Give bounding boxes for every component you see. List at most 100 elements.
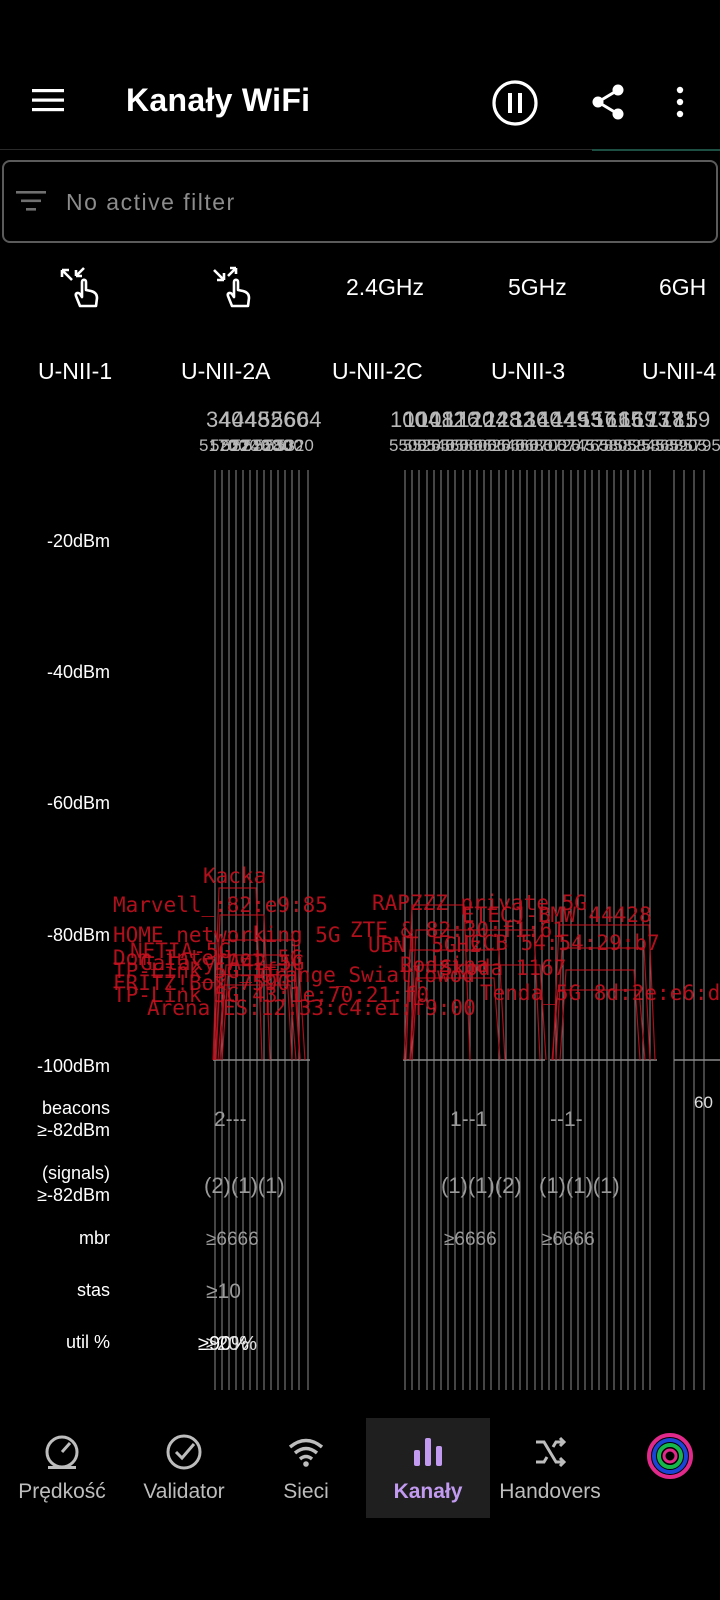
channel-frequency: 5885: [655, 436, 693, 455]
channel-number: 120: [458, 407, 495, 432]
filter-list-icon: [16, 191, 46, 211]
mbr-value: ≥6666: [206, 1229, 259, 1250]
filter-text: No active filter: [66, 189, 236, 215]
channel-number: 177: [647, 407, 684, 432]
filter-field[interactable]: No active filter: [2, 160, 718, 243]
channel-frequency: 5260: [243, 436, 281, 455]
channel-number: 116: [444, 407, 479, 432]
nav-item-validator[interactable]: Validator: [122, 1418, 246, 1518]
channel-frequency: 5540: [417, 436, 455, 455]
network-label: Arena ES:12:33:c4:e1:f9:00: [147, 996, 476, 1020]
nav-item-handovers[interactable]: Handovers: [488, 1418, 612, 1518]
nav-label: Validator: [143, 1480, 225, 1503]
nav-item-predkosc[interactable]: Prędkość: [0, 1418, 124, 1518]
channel-number: 60: [284, 407, 308, 432]
nav-label: Kanały: [393, 1480, 463, 1503]
channel-number: 140: [525, 407, 562, 432]
bottom-navigation: Prędkość Validator Sieci Kanały Handover…: [0, 1418, 720, 1518]
nav-item-app-logo[interactable]: [610, 1418, 720, 1518]
nav-item-sieci[interactable]: Sieci: [244, 1418, 368, 1518]
signals-count: (1)(1)(2): [441, 1173, 522, 1198]
band-group-unii-4[interactable]: U-NII-4: [642, 358, 717, 384]
network-signal-shape: [411, 964, 547, 1061]
channel-frequency: 5580: [445, 436, 483, 455]
channel-number: 64: [297, 407, 321, 432]
network-label: UBNT 5GHz: [368, 933, 482, 957]
network-signal-shape: [214, 954, 293, 1061]
pinch-zoom-in-icon[interactable]: [210, 266, 256, 310]
channel-number: 108: [417, 407, 454, 432]
signals-count: (2)(1)(1): [204, 1173, 285, 1198]
channel-number: 44: [232, 407, 256, 432]
share-icon[interactable]: [588, 82, 628, 122]
network-signal-shape: [221, 974, 301, 1061]
channel-frequency: 5865: [641, 436, 679, 455]
channel-number: 48: [245, 407, 269, 432]
channel-number: 169: [620, 407, 657, 432]
channel-number: 112: [431, 407, 466, 432]
band-2-4ghz-button[interactable]: 2.4GHz: [346, 274, 424, 300]
channel-frequency: 5170: [199, 436, 237, 455]
channel-number: 104: [404, 407, 441, 432]
pinch-zoom-out-icon[interactable]: [58, 266, 104, 310]
network-signal-shape: [403, 949, 506, 1061]
channel-frequency: 5805: [599, 436, 637, 455]
channel-number: 128: [485, 407, 522, 432]
band-5ghz-button[interactable]: 5GHz: [508, 274, 567, 300]
more-vert-icon[interactable]: [668, 82, 692, 122]
band-group-unii-3[interactable]: U-NII-3: [491, 358, 566, 384]
channel-frequency: 5520: [403, 436, 441, 455]
network-label: Skoda 1167: [440, 956, 566, 980]
channel-frequency: 5640: [487, 436, 525, 455]
band-group-unii-2a[interactable]: U-NII-2A: [181, 358, 271, 384]
band-group-unii-2c[interactable]: U-NII-2C: [332, 358, 423, 384]
channel-number: 136: [512, 407, 549, 432]
row-label-mbr: mbr: [79, 1228, 110, 1248]
pause-circle-icon[interactable]: [490, 78, 540, 128]
channel-frequency: 5825: [613, 436, 651, 455]
channel-number: 52: [258, 407, 282, 432]
channel-number: 165: [606, 407, 643, 432]
channel-number: 56: [271, 407, 295, 432]
band-6ghz-button[interactable]: 6GH: [659, 274, 707, 300]
channel-frequency: 5600: [459, 436, 497, 455]
network-signal-shape: [405, 904, 471, 1061]
network-label: Galaxy_A42_5G: [140, 951, 304, 975]
network-signal-shape: [213, 914, 271, 1061]
mbr-value: ≥6666: [542, 1229, 595, 1250]
hamburger-menu-icon[interactable]: [28, 80, 68, 120]
signals-count: (1)(1)(1): [539, 1173, 620, 1198]
channel-frequency: 5720: [543, 436, 581, 455]
channel-number: 124: [471, 407, 508, 432]
channel-frequency: 5905: [669, 436, 707, 455]
network-signal-shape: [552, 924, 656, 1061]
y-label-40: -40dBm: [46, 662, 110, 682]
channel-frequency: 5745: [557, 436, 595, 455]
network-label: Rodzina: [400, 953, 489, 977]
band-group-unii-1[interactable]: U-NII-1: [38, 358, 113, 384]
channel-frequency: 5560: [431, 436, 469, 455]
y-label-100: -100dBm: [36, 1056, 110, 1076]
network-signal-shape: [555, 947, 651, 1061]
row-label-util: util %: [65, 1332, 110, 1352]
network-label: TP-Link 5G 43:1e:70:21:f0: [113, 983, 429, 1007]
y-label-60: -60dBm: [46, 793, 110, 813]
network-label: Tenda_5G 8d:2e:e6:d1: [480, 981, 720, 1005]
channel-number: 161: [593, 407, 630, 432]
network-signal-shape: [212, 887, 263, 1061]
channel-frequency: 5320: [276, 436, 314, 455]
channel-frequency: 5200: [210, 436, 248, 455]
nav-item-kanaly[interactable]: Kanały: [366, 1418, 490, 1518]
wifi-icon: [288, 1438, 324, 1467]
network-label: CCB 54:54:29:b7: [470, 931, 660, 955]
network-label: FRITZ!Box 7590: [113, 971, 290, 995]
channel-number: 132: [498, 407, 535, 432]
channel-frequency: 5300: [265, 436, 303, 455]
mbr-value: ≥6666: [444, 1229, 497, 1250]
channel-frequency: 5660: [501, 436, 539, 455]
y-label-80: -80dBm: [46, 925, 110, 945]
app-logo-icon: [647, 1433, 693, 1479]
beacons-count: 2---: [214, 1108, 247, 1131]
beacons-count: 1--1: [450, 1108, 487, 1131]
